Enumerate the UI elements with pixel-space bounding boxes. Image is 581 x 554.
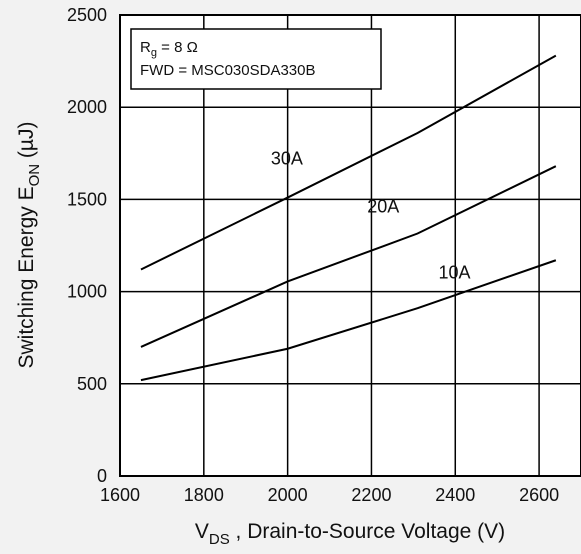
x-tick-label: 1800 [184, 485, 224, 505]
series-line-20A [140, 165, 557, 348]
x-axis-title: VDS , Drain-to-Source Voltage (V) [195, 520, 505, 548]
series-label-30A: 30A [271, 148, 303, 168]
legend-rg: Rg = 8 Ω [140, 39, 198, 59]
y-tick-label: 1000 [67, 282, 107, 302]
legend-box [130, 28, 382, 90]
x-tick-label: 2200 [351, 485, 391, 505]
x-tick-label: 2000 [268, 485, 308, 505]
x-tick-label: 2600 [519, 485, 559, 505]
series-labels: 30A 20A 10A [271, 148, 471, 282]
y-tick-label: 2500 [67, 5, 107, 25]
series-line-30A [140, 54, 557, 271]
series-label-10A: 10A [439, 263, 471, 283]
y-tick-label: 2000 [67, 97, 107, 117]
y-tick-label: 1500 [67, 189, 107, 209]
series-line-10A [140, 259, 557, 382]
y-tick-label: 500 [77, 374, 107, 394]
series-label-20A: 20A [367, 196, 399, 216]
x-tick-label: 1600 [100, 485, 140, 505]
y-tick-label: 0 [97, 466, 107, 486]
series-lines [140, 54, 557, 382]
plot-background [120, 15, 581, 476]
grid [119, 14, 581, 477]
plot-frame [119, 14, 581, 477]
x-tick-label: 2400 [435, 485, 475, 505]
legend-fwd: FWD = MSC030SDA330B [140, 62, 315, 79]
y-axis-title: Switching Energy EON (µJ) [15, 121, 43, 368]
tick-labels: 1600 1800 2000 2200 2400 2600 0 500 1000 1500 2000… [67, 5, 559, 505]
